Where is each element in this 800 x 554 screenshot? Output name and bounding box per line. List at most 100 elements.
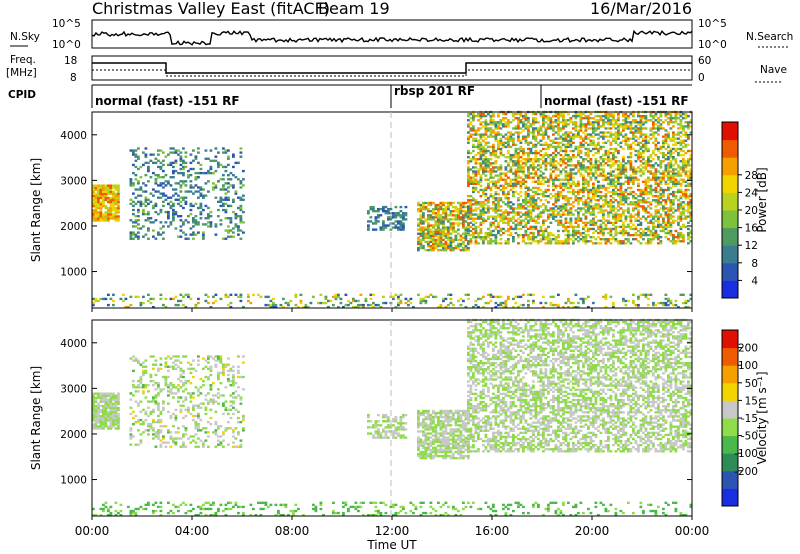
data-cell	[552, 166, 555, 169]
data-cell	[607, 240, 610, 243]
data-cell	[624, 133, 628, 136]
data-cell	[539, 192, 543, 196]
data-cell	[524, 119, 528, 122]
data-cell	[487, 186, 490, 190]
data-cell	[644, 190, 648, 194]
data-cell	[622, 127, 625, 130]
data-cell	[604, 297, 608, 301]
data-cell	[634, 131, 638, 134]
data-cell	[92, 301, 95, 305]
data-cell	[614, 225, 618, 229]
data-cell	[109, 402, 113, 406]
data-cell	[572, 231, 575, 235]
data-cell	[634, 217, 638, 220]
data-cell	[577, 215, 580, 218]
data-cell	[559, 242, 563, 245]
data-cell	[662, 170, 665, 173]
data-cell	[592, 186, 595, 190]
data-cell	[129, 303, 133, 307]
data-cell	[572, 305, 575, 309]
data-cell	[532, 293, 535, 296]
data-cell	[452, 248, 455, 252]
data-cell	[582, 112, 585, 116]
data-cell	[432, 230, 435, 233]
data-cell	[574, 129, 578, 132]
data-cell	[644, 233, 648, 237]
data-cell	[669, 209, 673, 212]
data-cell	[659, 201, 663, 204]
data-cell	[599, 227, 603, 231]
data-cell	[662, 160, 665, 163]
data-cell	[687, 114, 690, 118]
data-cell	[484, 164, 488, 167]
data-cell	[622, 114, 625, 118]
data-cell	[554, 131, 558, 134]
data-cell	[429, 203, 433, 207]
data-cell	[499, 149, 503, 153]
data-cell	[592, 135, 595, 138]
data-cell	[602, 145, 605, 149]
data-cell	[99, 400, 103, 404]
data-cell	[614, 127, 618, 130]
data-cell	[487, 164, 490, 167]
data-cell	[609, 203, 613, 206]
data-cell	[487, 199, 490, 202]
data-cell	[207, 190, 210, 193]
data-cell	[469, 168, 473, 171]
data-cell	[459, 236, 463, 240]
data-cell	[552, 194, 555, 198]
data-cell	[649, 112, 653, 116]
data-cell	[574, 121, 578, 124]
data-cell	[444, 226, 448, 229]
data-cell	[464, 236, 468, 240]
data-cell	[357, 299, 360, 303]
data-cell	[579, 219, 583, 222]
data-cell	[484, 158, 488, 161]
data-cell	[107, 215, 110, 218]
data-cell	[424, 226, 428, 229]
data-cell	[669, 149, 673, 153]
data-cell	[227, 173, 230, 177]
data-cell	[94, 217, 98, 220]
data-cell	[507, 297, 510, 301]
data-cell	[689, 174, 693, 177]
data-cell	[647, 180, 650, 183]
data-cell	[512, 112, 515, 116]
data-cell	[499, 188, 503, 192]
data-cell	[672, 233, 675, 237]
data-cell	[499, 209, 503, 212]
data-cell	[522, 235, 525, 239]
data-cell	[504, 229, 508, 233]
data-cell	[504, 155, 508, 159]
data-cell	[619, 168, 623, 171]
data-cell	[564, 143, 568, 147]
data-cell	[184, 190, 188, 193]
data-cell	[589, 149, 593, 153]
data-cell	[489, 225, 493, 229]
data-cell	[97, 186, 100, 189]
data-cell	[372, 301, 375, 305]
data-cell	[489, 135, 493, 138]
data-cell	[214, 186, 218, 189]
data-cell	[424, 218, 428, 221]
cpid-segment-3: normal (fast) -151 RF	[544, 94, 689, 108]
data-cell	[489, 170, 493, 173]
data-cell	[494, 151, 498, 155]
data-cell	[569, 184, 573, 188]
data-cell	[652, 172, 655, 175]
data-cell	[109, 400, 113, 404]
data-cell	[612, 192, 615, 196]
data-cell	[477, 203, 480, 206]
data-cell	[409, 297, 413, 301]
data-cell	[669, 207, 673, 210]
data-cell	[557, 125, 560, 128]
data-cell	[239, 219, 243, 222]
data-cell	[447, 205, 450, 209]
data-cell	[157, 233, 160, 236]
data-cell	[527, 155, 530, 159]
data-cell	[647, 205, 650, 208]
data-cell	[474, 133, 478, 136]
data-cell	[637, 199, 640, 202]
data-cell	[102, 192, 105, 196]
data-cell	[449, 214, 453, 217]
